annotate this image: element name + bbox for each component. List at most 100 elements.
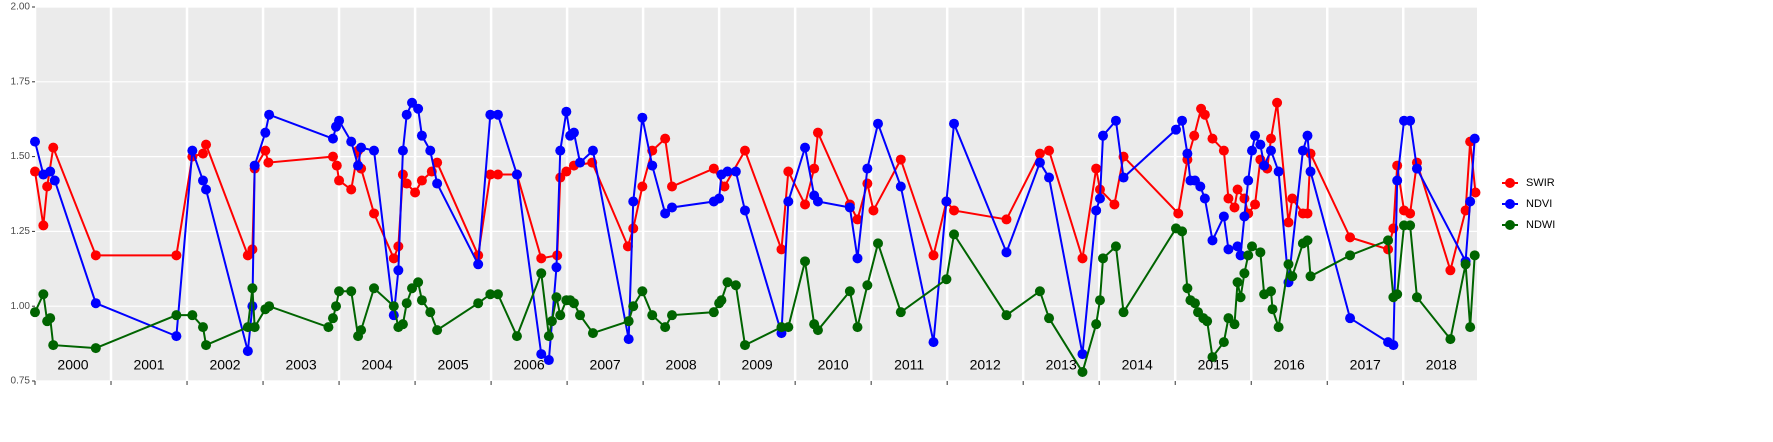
point: [895, 307, 906, 318]
point: [928, 250, 939, 261]
point: [197, 322, 208, 333]
point: [637, 181, 648, 192]
x-tick-label: 2016: [1274, 357, 1305, 373]
point: [485, 109, 496, 120]
point: [48, 142, 59, 153]
x-tick-label: 2006: [514, 357, 545, 373]
point: [1465, 196, 1476, 207]
point: [30, 166, 40, 177]
point: [356, 325, 367, 336]
point: [331, 301, 342, 312]
point: [425, 145, 436, 156]
point: [1202, 316, 1213, 327]
x-tick-label: 2000: [57, 357, 88, 373]
point: [263, 157, 274, 168]
point: [1182, 283, 1193, 294]
x-tick-label: 2004: [361, 357, 392, 373]
point: [637, 286, 648, 297]
point: [587, 328, 598, 339]
point: [492, 289, 503, 300]
point: [800, 256, 811, 267]
point: [1250, 199, 1261, 210]
point: [1044, 145, 1055, 156]
legend: SWIR NDVI NDWI: [1502, 177, 1555, 231]
point: [416, 295, 427, 306]
point: [432, 157, 443, 168]
point: [416, 175, 427, 186]
point: [1283, 259, 1294, 270]
point: [1077, 349, 1088, 360]
point: [171, 250, 182, 261]
point: [397, 319, 408, 330]
point: [536, 349, 547, 360]
point: [1287, 193, 1298, 204]
point: [1266, 145, 1276, 156]
x-tick-label: 2012: [970, 357, 1001, 373]
point: [1460, 259, 1471, 270]
point: [568, 127, 579, 138]
point: [201, 139, 212, 150]
point: [334, 115, 345, 126]
point: [187, 310, 198, 321]
point: [264, 301, 275, 312]
point: [862, 280, 873, 291]
point: [1469, 133, 1480, 144]
legend-label: SWIR: [1526, 177, 1555, 189]
y-tick-label: 1.25: [11, 226, 31, 237]
point: [1077, 253, 1088, 264]
point: [551, 262, 562, 273]
point: [1098, 253, 1109, 264]
point: [1001, 310, 1012, 321]
point: [647, 160, 658, 171]
point: [667, 310, 678, 321]
point: [1235, 250, 1246, 261]
point: [1272, 97, 1283, 108]
point: [327, 151, 338, 162]
point: [1239, 193, 1250, 204]
y-tick-label: 0.75: [11, 376, 31, 387]
point: [1223, 193, 1234, 204]
point: [353, 160, 364, 171]
point: [249, 160, 260, 171]
point: [401, 178, 412, 189]
point: [1110, 241, 1121, 252]
point: [1094, 193, 1105, 204]
point: [1445, 265, 1456, 276]
point: [1243, 175, 1254, 186]
point: [346, 184, 357, 195]
point: [862, 178, 873, 189]
point: [1255, 247, 1266, 258]
point: [1388, 340, 1399, 351]
point: [356, 142, 367, 153]
point: [800, 142, 811, 153]
point: [1195, 181, 1206, 192]
x-tick-label: 2001: [133, 357, 164, 373]
point: [1077, 367, 1088, 378]
x-tick-label: 2014: [1122, 357, 1153, 373]
point: [1302, 130, 1313, 141]
point: [812, 196, 823, 207]
point: [369, 283, 380, 294]
point: [90, 298, 101, 309]
x-tick-label: 2009: [742, 357, 773, 373]
point: [201, 340, 212, 351]
point: [568, 298, 579, 309]
point: [1232, 277, 1243, 288]
point: [1235, 292, 1246, 303]
point: [1118, 172, 1129, 183]
legend-label: NDWI: [1526, 219, 1555, 231]
point: [473, 259, 484, 270]
point: [1091, 163, 1102, 174]
point: [1229, 202, 1240, 213]
point: [949, 118, 960, 129]
point: [536, 253, 547, 264]
point: [622, 241, 633, 252]
point: [1405, 115, 1416, 126]
point: [873, 238, 884, 249]
point: [397, 145, 408, 156]
point: [30, 136, 40, 147]
point: [1177, 226, 1188, 237]
point: [1392, 175, 1403, 186]
point: [1091, 205, 1102, 216]
